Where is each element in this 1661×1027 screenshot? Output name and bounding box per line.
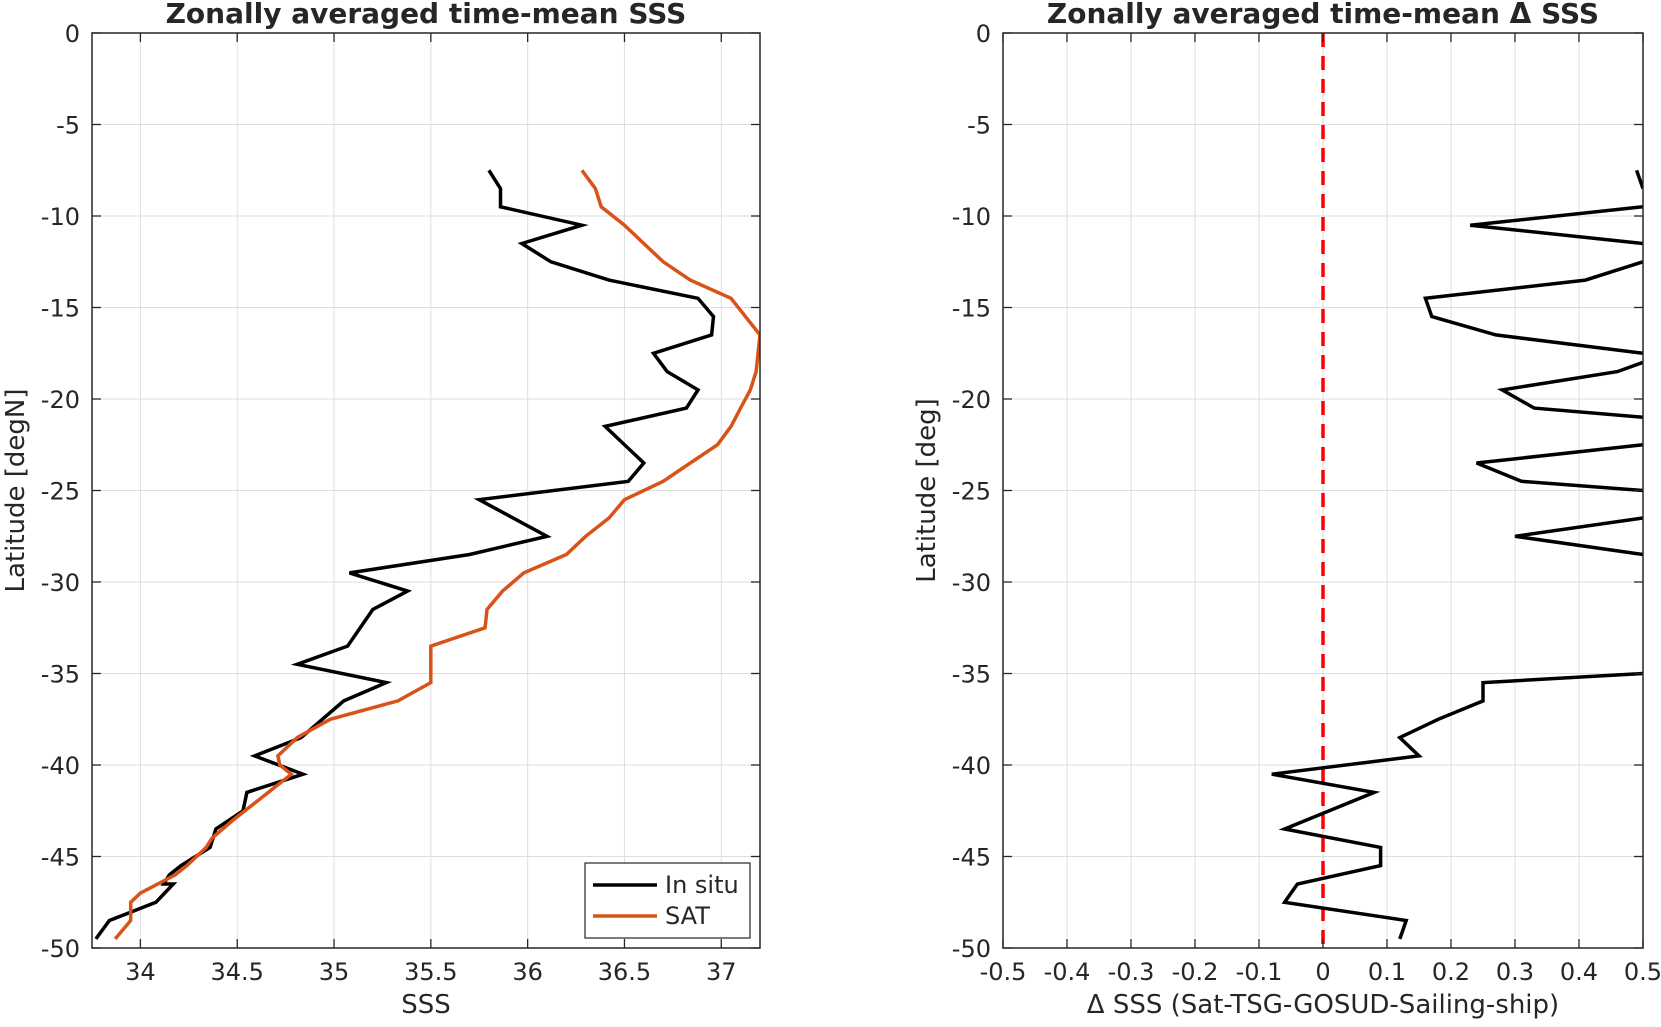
sss-series-group <box>94 169 760 941</box>
sss-grid <box>92 32 760 949</box>
x-tick-label: 36.5 <box>598 958 651 986</box>
x-tick-label: 0.1 <box>1368 958 1406 986</box>
series-line-0-segment-5 <box>1514 516 1643 557</box>
y-tick-label: -10 <box>41 203 80 231</box>
legend: In situ SAT <box>584 862 751 939</box>
y-tick-label: -35 <box>952 661 991 689</box>
legend-box <box>584 862 751 939</box>
y-tick-label: -25 <box>41 478 80 506</box>
delta-sss-ticks: -0.5 -0.4 -0.3 -0.2 -0.1 0 0.1 0.2 0.3 0.4 0.5 0 -5 -… <box>952 20 1661 986</box>
y-tick-label: -5 <box>967 112 991 140</box>
y-tick-label: -50 <box>952 935 991 963</box>
y-tick-label: 0 <box>65 20 80 48</box>
series-line-sat <box>113 169 760 941</box>
x-tick-label: -0.3 <box>1108 958 1155 986</box>
y-tick-label: -10 <box>952 203 991 231</box>
x-tick-label: 0.5 <box>1624 958 1661 986</box>
delta-sss-y-axis-label: Latitude [deg] <box>912 398 942 583</box>
delta-sss-chart-title: Zonally averaged time-mean Δ SSS <box>1047 0 1599 30</box>
delta-sss-series-group <box>1271 169 1643 940</box>
sss-x-axis-label: SSS <box>401 990 451 1020</box>
y-tick-label: -30 <box>41 569 80 597</box>
series-line-0-segment-4 <box>1475 443 1643 493</box>
sss-ticks: 34 34.5 35 35.5 36 36.5 37 0 -5 -10 -15 -20 -25 -30 -3… <box>41 20 760 986</box>
x-tick-label: 34.5 <box>210 958 263 986</box>
y-tick-label: -20 <box>41 386 80 414</box>
y-tick-label: -20 <box>952 386 991 414</box>
y-tick-label: -15 <box>41 295 80 323</box>
x-tick-label: 0.3 <box>1496 958 1534 986</box>
series-line-0-segment-6 <box>1271 671 1643 940</box>
delta-sss-grid <box>1002 32 1644 949</box>
series-line-0-segment-2 <box>1423 260 1643 356</box>
x-tick-label: -0.2 <box>1172 958 1219 986</box>
y-tick-label: -45 <box>952 844 991 872</box>
series-line-0-segment-1 <box>1470 205 1643 246</box>
x-tick-label: -0.1 <box>1236 958 1283 986</box>
x-tick-label: 36 <box>512 958 543 986</box>
legend-label-sat: SAT <box>665 902 710 930</box>
y-tick-label: -30 <box>952 569 991 597</box>
x-tick-label: 35 <box>319 958 350 986</box>
x-tick-label: 0.4 <box>1560 958 1598 986</box>
y-tick-label: -50 <box>41 935 80 963</box>
sss-y-axis-label: Latitude [degN] <box>1 388 31 592</box>
y-tick-label: -40 <box>41 752 80 780</box>
y-tick-label: -40 <box>952 752 991 780</box>
x-tick-label: -0.5 <box>980 958 1027 986</box>
y-tick-label: -5 <box>56 112 80 140</box>
series-line-in-situ <box>94 169 716 940</box>
x-tick-label: 0.2 <box>1432 958 1470 986</box>
series-line-0-segment-0 <box>1634 169 1643 190</box>
legend-label-in-situ: In situ <box>665 871 739 899</box>
y-tick-label: -45 <box>41 844 80 872</box>
y-tick-label: -25 <box>952 478 991 506</box>
sss-panel: 34 34.5 35 35.5 36 36.5 37 0 -5 -10 -15 -20 -25 -30 -3… <box>1 0 761 1020</box>
y-tick-label: 0 <box>976 20 991 48</box>
series-line-0-segment-3 <box>1496 360 1643 420</box>
y-tick-label: -35 <box>41 661 80 689</box>
x-tick-label: 0 <box>1315 958 1330 986</box>
sss-chart-title: Zonally averaged time-mean SSS <box>166 0 687 30</box>
x-tick-label: 34 <box>125 958 156 986</box>
x-tick-label: 35.5 <box>404 958 457 986</box>
x-tick-label: -0.4 <box>1044 958 1091 986</box>
delta-sss-x-axis-label: Δ SSS (Sat-TSG-GOSUD-Sailing-ship) <box>1087 990 1559 1020</box>
delta-sss-panel: -0.5 -0.4 -0.3 -0.2 -0.1 0 0.1 0.2 0.3 0.4 0.5 0 -5 -… <box>912 0 1661 1020</box>
y-tick-label: -15 <box>952 295 991 323</box>
x-tick-label: 37 <box>706 958 737 986</box>
